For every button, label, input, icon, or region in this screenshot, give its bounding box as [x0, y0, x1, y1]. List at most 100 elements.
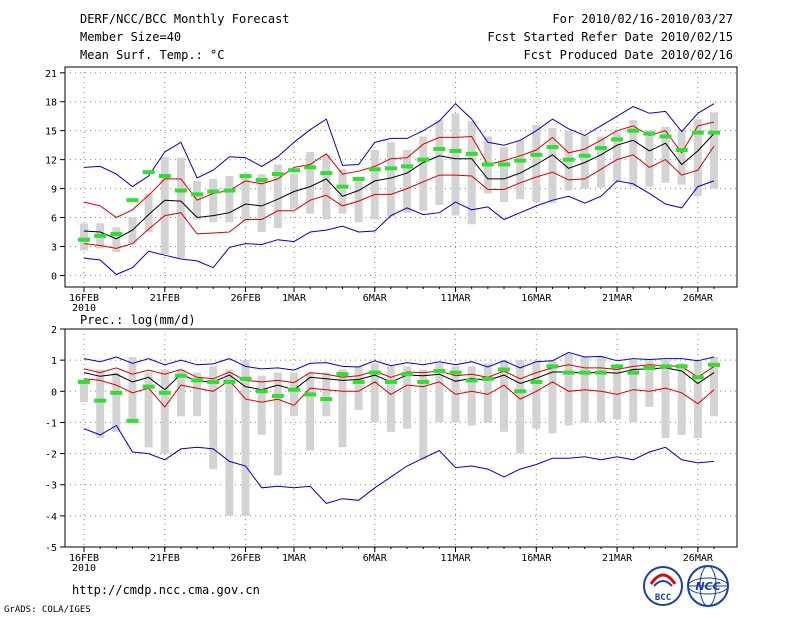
observation-marker	[514, 158, 527, 163]
forecast-produced-date: Fcst Produced Date 2010/02/16	[523, 48, 733, 62]
spread-bar	[629, 360, 638, 423]
spread-bar	[257, 174, 266, 232]
observation-marker	[417, 157, 430, 162]
observation-marker	[708, 130, 720, 135]
spread-bar	[370, 149, 379, 220]
member-size: Member Size=40	[80, 30, 181, 44]
y-tick-label: 3	[51, 242, 57, 253]
spread-bar	[176, 157, 185, 259]
series-line-max	[83, 102, 715, 188]
observation-marker	[401, 372, 414, 377]
observation-marker	[643, 131, 656, 136]
x-tick-label: 21FEB	[150, 553, 180, 564]
spread-bar	[661, 126, 670, 183]
observation-marker	[191, 378, 204, 383]
observation-marker	[449, 148, 462, 153]
spread-bar	[661, 360, 670, 438]
x-tick-label: 26MAR	[683, 293, 714, 304]
temp-variable-label: Mean Surf. Temp.: °C	[80, 48, 225, 62]
observation-marker	[691, 130, 704, 135]
y-tick-label: 12	[45, 156, 57, 167]
series-line-min	[83, 180, 715, 276]
observation-marker	[659, 364, 672, 369]
spread-bar	[483, 363, 492, 423]
observation-marker	[207, 379, 220, 384]
spread-bar	[435, 363, 444, 423]
observation-marker	[514, 389, 527, 394]
observation-marker	[465, 378, 478, 383]
observation-marker	[158, 390, 171, 395]
spread-bar	[516, 360, 525, 454]
observation-marker	[223, 188, 236, 193]
x-tick-label: 21FEB	[150, 293, 180, 304]
spread-bar	[693, 119, 702, 197]
observation-marker	[78, 237, 90, 242]
observation-marker	[304, 392, 317, 397]
spread-bar	[193, 372, 202, 417]
spread-bar	[645, 360, 654, 407]
observation-marker	[191, 192, 204, 197]
observation-marker	[578, 370, 591, 375]
temperature-panel: 0 3 6 9 12 15 18 21 16FEB 21FEB 26FEB 1MAR 6MAR 11MAR…	[45, 66, 738, 314]
forecast-started-date: Fcst Started Refer Date 2010/02/15	[487, 30, 733, 44]
y-tick-label: -1	[45, 418, 57, 429]
observation-marker	[239, 174, 252, 179]
spread-bar	[516, 140, 525, 200]
grads-credit: GrADS: COLA/IGES	[4, 605, 91, 615]
series-line-min	[83, 424, 715, 504]
series-line-max	[83, 351, 715, 371]
series-line-upper	[83, 121, 715, 219]
observation-marker	[546, 145, 559, 150]
spread-bar	[386, 366, 395, 432]
observation-marker	[271, 393, 284, 398]
observation-marker	[288, 387, 300, 392]
y-tick-label: -2	[45, 450, 57, 461]
spread-bar	[128, 357, 137, 420]
source-url[interactable]: http://cmdp.ncc.cma.gov.cn	[72, 583, 260, 597]
series-line-mean	[83, 133, 715, 240]
spread-bar	[613, 132, 622, 182]
x-tick-label: 6MAR	[363, 553, 388, 564]
spread-bar	[596, 357, 605, 423]
x-tick-label: 26FEB	[230, 293, 260, 304]
spread-bar	[532, 360, 541, 429]
spread-bar	[96, 369, 105, 438]
plot-frame	[64, 66, 738, 288]
observation-marker	[578, 153, 591, 158]
spread-bar	[80, 381, 88, 403]
observation-marker	[142, 170, 155, 175]
observation-marker	[594, 370, 607, 375]
spread-bar	[112, 227, 121, 253]
observation-marker	[530, 152, 543, 157]
observation-marker	[320, 397, 333, 402]
observation-marker	[675, 364, 688, 369]
spread-bar	[338, 169, 347, 214]
plot-frame	[64, 328, 738, 548]
spread-bar	[322, 372, 331, 417]
spread-bar	[435, 120, 444, 205]
observation-marker	[110, 231, 123, 236]
observation-marker	[594, 146, 607, 151]
x-year-label: 2010	[72, 563, 96, 574]
x-year-label: 2010	[72, 303, 96, 314]
observation-marker	[271, 172, 284, 177]
observation-marker	[94, 398, 107, 403]
spread-bar	[419, 136, 428, 211]
observation-marker	[498, 162, 510, 167]
spread-bar	[322, 154, 331, 220]
spread-bar	[500, 147, 508, 203]
spread-bar	[144, 193, 153, 232]
observation-marker	[142, 384, 155, 389]
observation-marker	[126, 198, 139, 203]
spread-bar	[403, 366, 412, 429]
observation-marker	[481, 162, 494, 167]
observation-marker	[433, 369, 446, 374]
y-tick-label: -4	[45, 512, 57, 523]
spread-bar	[241, 177, 250, 222]
observation-marker	[255, 389, 268, 394]
spread-bar	[306, 151, 315, 214]
spread-bar	[370, 363, 379, 423]
x-tick-label: 26FEB	[230, 553, 260, 564]
observation-marker	[78, 379, 90, 384]
